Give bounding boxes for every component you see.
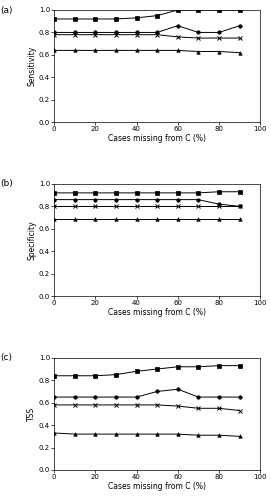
Text: (b): (b) xyxy=(1,180,13,188)
X-axis label: Cases missing from C (%): Cases missing from C (%) xyxy=(108,482,206,490)
X-axis label: Cases missing from C (%): Cases missing from C (%) xyxy=(108,308,206,316)
Y-axis label: TSS: TSS xyxy=(27,407,36,421)
Text: (a): (a) xyxy=(1,6,13,15)
Text: (c): (c) xyxy=(1,354,13,362)
Y-axis label: Specificity: Specificity xyxy=(27,220,36,260)
Y-axis label: Sensitivity: Sensitivity xyxy=(27,46,36,86)
X-axis label: Cases missing from C (%): Cases missing from C (%) xyxy=(108,134,206,143)
